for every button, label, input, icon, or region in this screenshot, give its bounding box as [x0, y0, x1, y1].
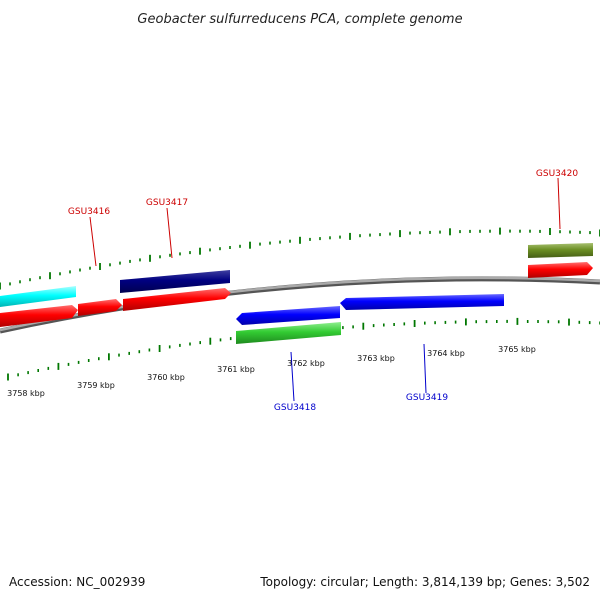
cds-arrow-GSU3420[interactable]	[528, 262, 593, 278]
gene-label-GSU3420[interactable]: GSU3420	[536, 169, 578, 179]
scale-label: 3760 kbp	[147, 373, 185, 382]
scale-label: 3761 kbp	[217, 365, 255, 374]
gene-label-GSU3417[interactable]: GSU3417	[146, 198, 188, 208]
gene-label-GSU3419[interactable]: GSU3419	[406, 393, 448, 403]
cds-arrow-GSU3417[interactable]	[123, 288, 231, 311]
scale-label: 3759 kbp	[77, 381, 115, 390]
label-leader-GSU3417	[166, 207, 173, 259]
scale-label: 3765 kbp	[498, 345, 536, 354]
gene-bar-GSU3420[interactable]	[528, 243, 593, 258]
cds-arrow-GSU3416[interactable]	[78, 299, 122, 316]
scale-label: 3762 kbp	[287, 359, 325, 368]
label-leader-GSU3419	[423, 343, 427, 394]
gene-bar-GSU3417[interactable]	[120, 270, 230, 293]
gene-label-GSU3418[interactable]: GSU3418	[274, 403, 316, 413]
cds-arrow-GSU3419[interactable]	[340, 294, 504, 310]
cds-arrow-GSU3418[interactable]	[236, 306, 340, 325]
label-leader-GSU3418	[290, 351, 295, 402]
scale-label: 3758 kbp	[7, 389, 45, 398]
gene-bar-GSU3418[interactable]	[236, 322, 341, 344]
scale-label: 3764 kbp	[427, 349, 465, 358]
accession-text: Accession: NC_002939	[9, 575, 145, 589]
cds-arrow-GSU3415[interactable]	[0, 305, 78, 327]
label-leader-GSU3420	[557, 177, 561, 230]
genome-summary: Topology: circular; Length: 3,814,139 bp…	[259, 575, 590, 589]
scale-label: 3763 kbp	[357, 354, 395, 363]
map-title: Geobacter sulfurreducens PCA, complete g…	[137, 12, 462, 27]
gene-label-GSU3416[interactable]: GSU3416	[68, 207, 110, 217]
outer-tick-ring	[0, 227, 600, 290]
gene-bar-cyan[interactable]	[0, 286, 76, 307]
label-leader-GSU3416	[89, 216, 97, 267]
